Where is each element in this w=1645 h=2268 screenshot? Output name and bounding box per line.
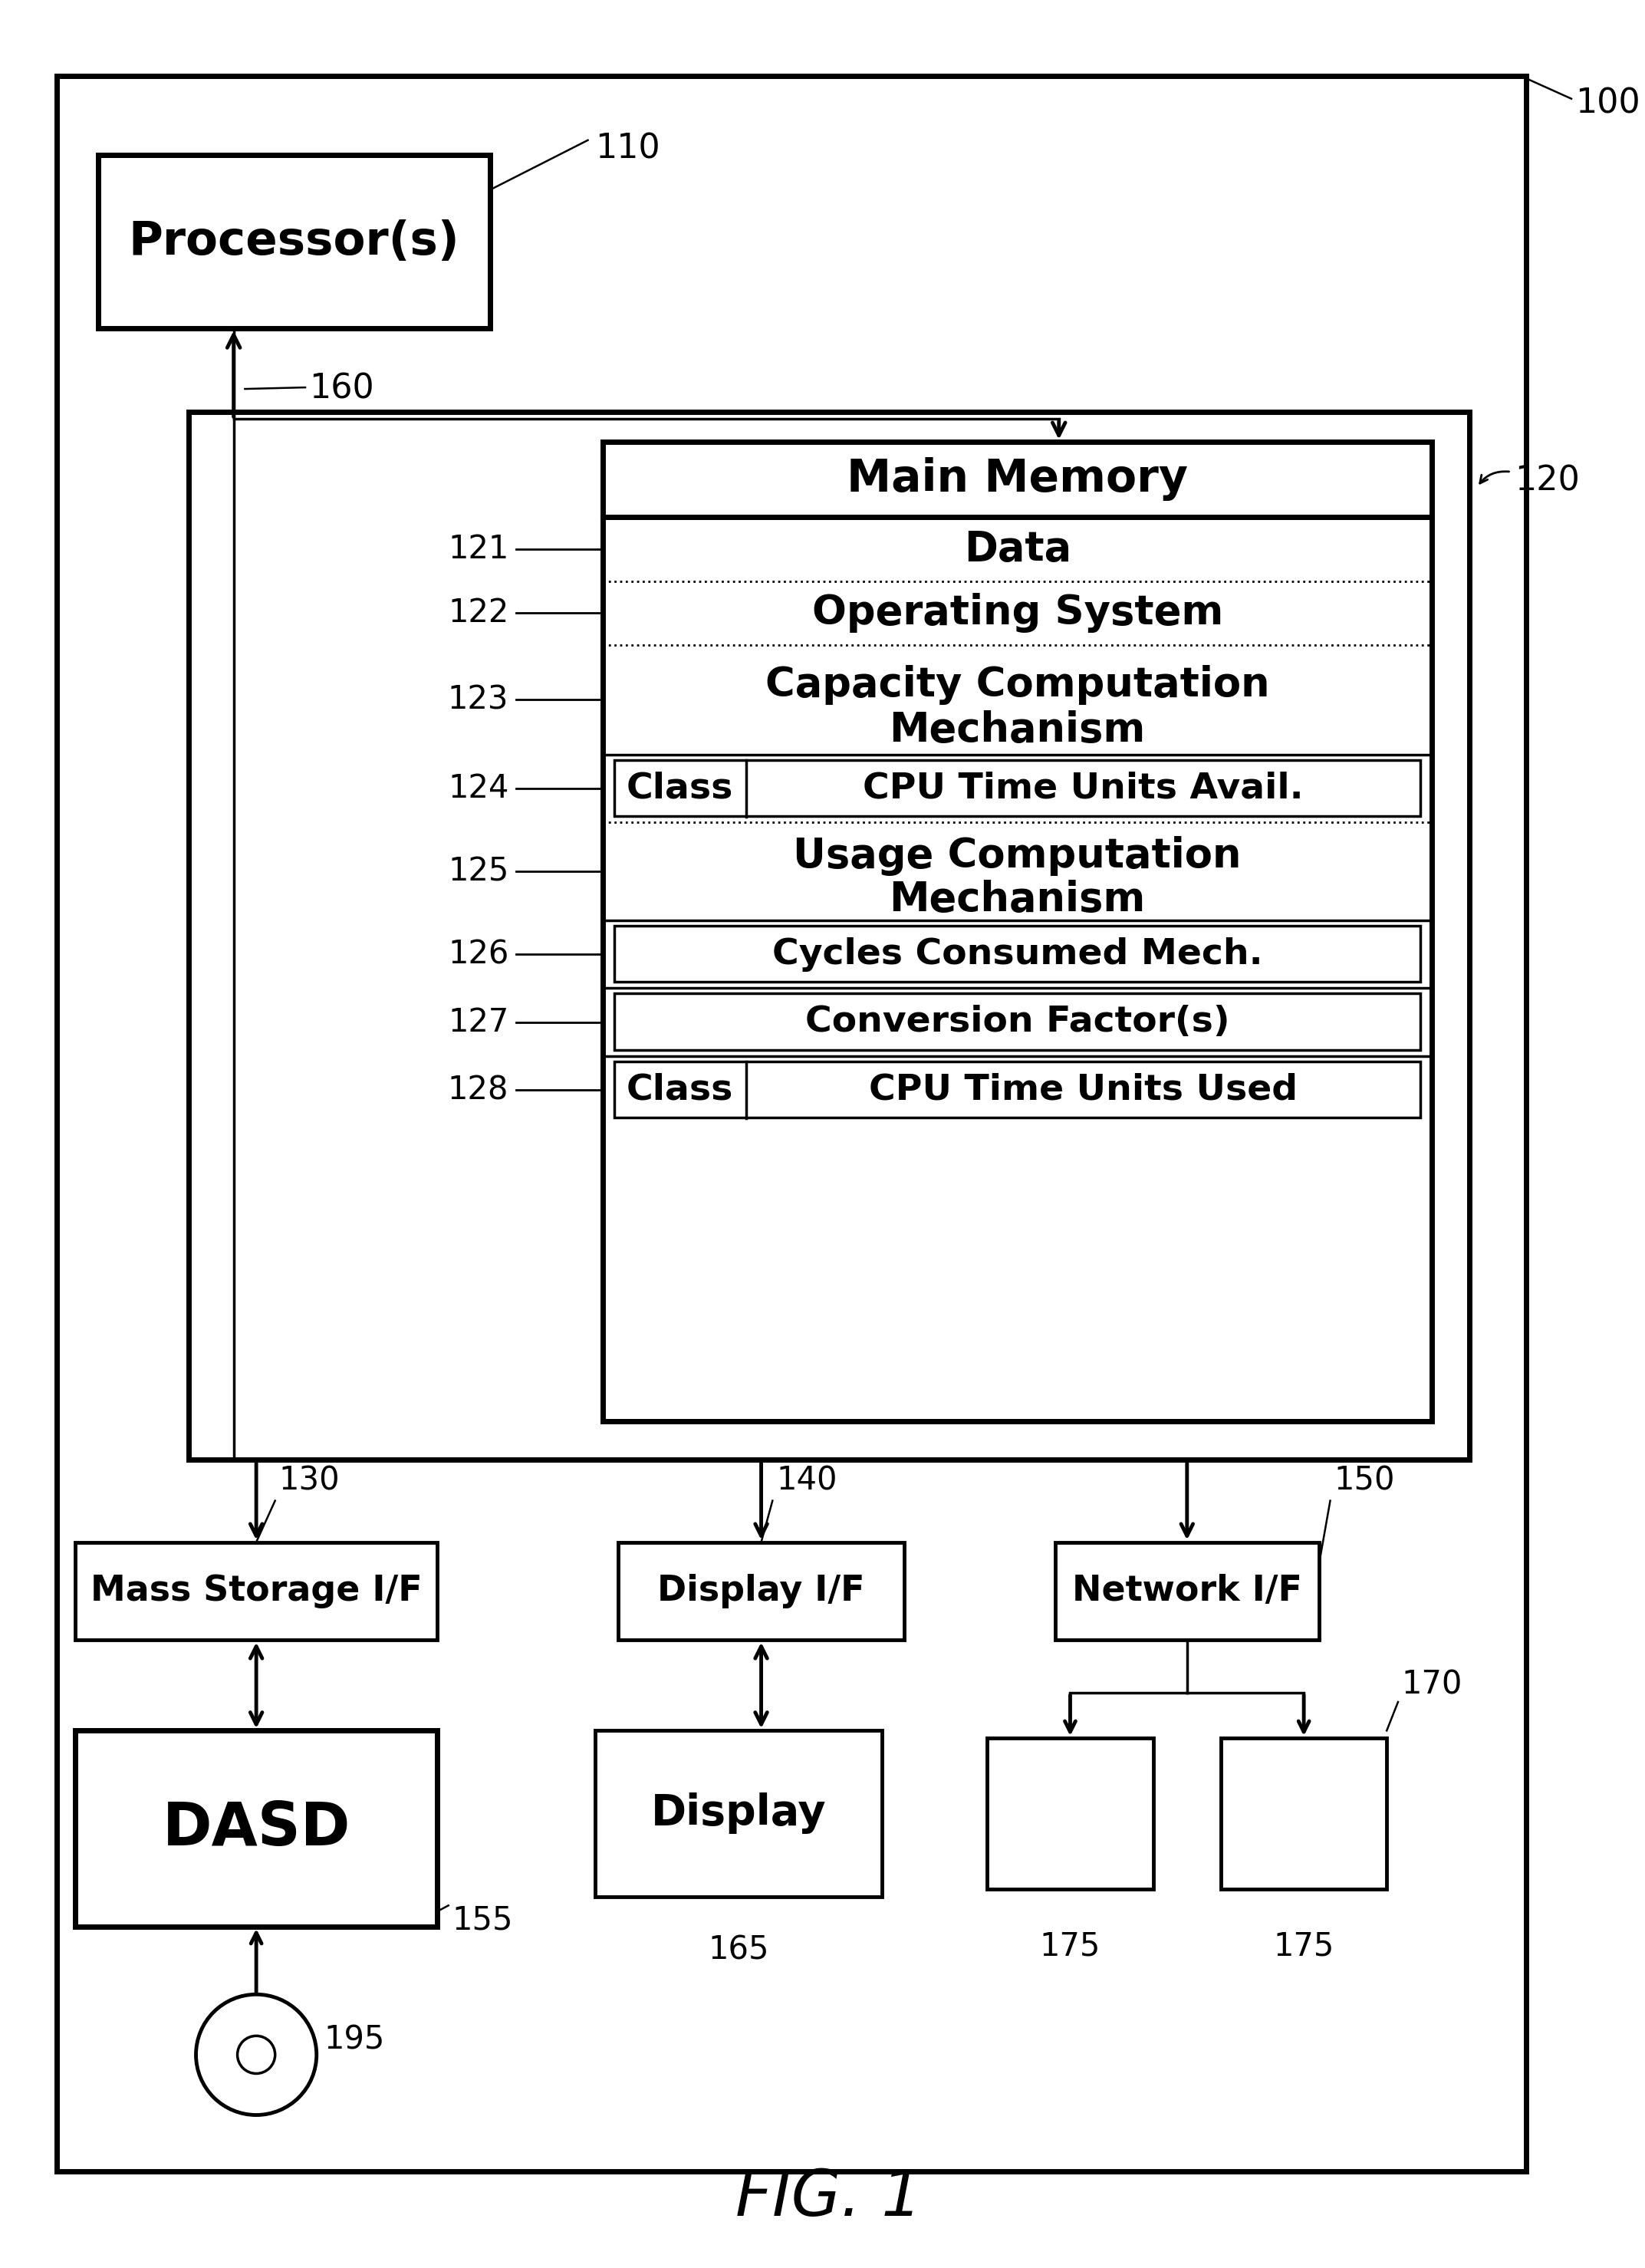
Bar	[76, 1730, 438, 1926]
Text: 123: 123	[447, 683, 508, 717]
Bar	[76, 1542, 438, 1640]
Text: 175: 175	[1273, 1930, 1334, 1962]
Text: 155: 155	[452, 1903, 513, 1937]
Text: Data: Data	[964, 528, 1071, 569]
Bar	[189, 411, 1469, 1458]
Text: 140: 140	[776, 1465, 837, 1497]
Text: 165: 165	[707, 1935, 770, 1966]
Text: 170: 170	[1402, 1669, 1462, 1701]
Text: CPU Time Units Avail.: CPU Time Units Avail.	[864, 771, 1304, 805]
Bar	[604, 442, 1431, 1422]
Bar	[1221, 1737, 1387, 1889]
Text: Cycles Consumed Mech.: Cycles Consumed Mech.	[772, 937, 1263, 971]
Text: Mechanism: Mechanism	[890, 880, 1145, 921]
Text: 175: 175	[1040, 1930, 1101, 1962]
Text: 128: 128	[447, 1073, 508, 1107]
Text: DASD: DASD	[163, 1799, 350, 1857]
Text: Processor(s): Processor(s)	[128, 220, 459, 265]
Text: 125: 125	[447, 855, 508, 887]
Text: Mechanism: Mechanism	[890, 710, 1145, 751]
Text: 195: 195	[324, 2023, 385, 2055]
Bar	[99, 154, 490, 329]
Text: 100: 100	[1576, 88, 1640, 120]
Text: 127: 127	[447, 1007, 508, 1039]
Bar	[614, 993, 1421, 1050]
Bar	[595, 1730, 882, 1896]
Bar	[614, 1061, 1421, 1118]
Text: 110: 110	[595, 132, 660, 166]
Text: FIG. 1: FIG. 1	[735, 2166, 923, 2229]
Text: 160: 160	[309, 372, 373, 406]
Text: 121: 121	[447, 533, 508, 565]
Text: 124: 124	[447, 773, 508, 805]
Text: 120: 120	[1515, 465, 1579, 497]
Text: 130: 130	[280, 1465, 341, 1497]
Text: Capacity Computation: Capacity Computation	[765, 665, 1270, 705]
Bar	[1054, 1542, 1319, 1640]
Text: Display: Display	[651, 1792, 826, 1835]
Text: Operating System: Operating System	[813, 594, 1224, 633]
Bar	[987, 1737, 1153, 1889]
Text: 126: 126	[447, 939, 508, 971]
Bar	[614, 925, 1421, 982]
Text: Conversion Factor(s): Conversion Factor(s)	[804, 1005, 1230, 1039]
Text: Mass Storage I/F: Mass Storage I/F	[90, 1574, 423, 1608]
Text: CPU Time Units Used: CPU Time Units Used	[869, 1073, 1298, 1107]
Text: Main Memory: Main Memory	[847, 458, 1188, 501]
Bar	[614, 760, 1421, 816]
Text: Class: Class	[627, 771, 734, 805]
Text: 150: 150	[1334, 1465, 1395, 1497]
Text: Class: Class	[627, 1073, 734, 1107]
Text: Display I/F: Display I/F	[658, 1574, 865, 1608]
Bar	[619, 1542, 905, 1640]
Text: Usage Computation: Usage Computation	[793, 837, 1242, 875]
Text: Network I/F: Network I/F	[1073, 1574, 1301, 1608]
Text: 122: 122	[447, 596, 508, 628]
